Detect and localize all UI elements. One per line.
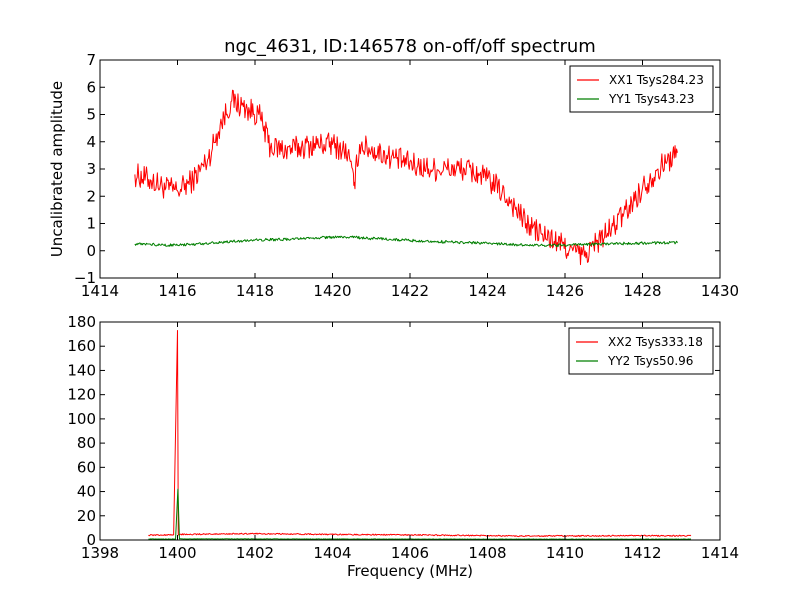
y-tick-label-1-3: 2 [86,187,96,205]
x-tick-label-2-7: 1412 [623,544,661,562]
chart-1: 1414 1416 1418 1420 1422 1424 1426 1428 1430−101… [74,51,739,300]
y-tick-label-1-1: 0 [86,242,96,260]
x-tick-label-2-0: 1398 [81,544,119,562]
series-line-2-2 [148,488,692,540]
x-tick-label-2-5: 1408 [468,544,506,562]
legend-label-1-1: XX1 Tsys284.23 [609,73,704,87]
y-tick-label-1-8: 7 [86,51,96,69]
series-line-1-1 [134,89,678,266]
y-tick-label-2-3: 60 [77,458,96,476]
legend-box-1 [569,65,714,113]
legend-label-1-2: YY1 Tsys43.23 [608,92,694,106]
x-tick-label-1-8: 1430 [701,282,739,300]
x-tick-label-1-3: 1420 [313,282,351,300]
y-tick-label-2-8: 160 [67,337,96,355]
legend-1: XX1 Tsys284.23 YY1 Tsys43.23 [569,65,714,113]
y-tick-label-2-0: 0 [86,531,96,549]
y-tick-label-1-4: 3 [86,160,96,178]
bottom-chart-xlabel: Frequency (MHz) [347,562,473,580]
y-tick-label-2-5: 100 [67,410,96,428]
legend-label-2-1: XX2 Tsys333.18 [608,335,703,349]
y-tick-label-2-4: 80 [77,434,96,452]
y-tick-label-2-9: 180 [67,313,96,331]
y-tick-label-1-0: −1 [74,269,96,287]
top-chart-title: ngc_4631, ID:146578 on-off/off spectrum [224,36,596,57]
y-tick-label-1-7: 6 [86,78,96,96]
x-tick-label-1-5: 1424 [468,282,506,300]
y-tick-label-2-7: 140 [67,361,96,379]
y-tick-label-2-1: 20 [77,507,96,525]
series-line-1-2 [134,235,678,248]
x-tick-label-2-8: 1414 [701,544,739,562]
x-tick-label-1-7: 1428 [623,282,661,300]
y-tick-label-1-6: 5 [86,106,96,124]
legend-2: XX2 Tsys333.18 YY2 Tsys50.96 [568,327,714,375]
x-tick-label-1-2: 1418 [236,282,274,300]
x-tick-label-2-1: 1400 [158,544,196,562]
x-tick-label-2-3: 1404 [313,544,351,562]
charts-layer: 1414 1416 1418 1420 1422 1424 1426 1428 1430−101… [67,51,739,562]
legend-box-2 [568,327,714,375]
y-tick-label-1-2: 1 [86,215,96,233]
y-tick-label-2-2: 40 [77,483,96,501]
top-chart-ylabel: Uncalibrated amplitude [48,81,66,257]
y-tick-label-2-6: 120 [67,386,96,404]
x-tick-label-2-4: 1406 [391,544,429,562]
x-tick-label-1-6: 1426 [546,282,584,300]
chart-2: 1398 1400 1402 1404 1406 1408 1410 1412 1414 0 20 4… [67,313,739,562]
x-tick-label-1-1: 1416 [158,282,196,300]
x-tick-label-1-4: 1422 [391,282,429,300]
legend-label-2-2: YY2 Tsys50.96 [607,354,693,368]
x-tick-label-2-6: 1410 [546,544,584,562]
x-tick-label-2-2: 1402 [236,544,274,562]
x-tick-label-1-0: 1414 [81,282,119,300]
series-line-2-1 [148,329,692,538]
y-tick-label-1-5: 4 [86,133,96,151]
